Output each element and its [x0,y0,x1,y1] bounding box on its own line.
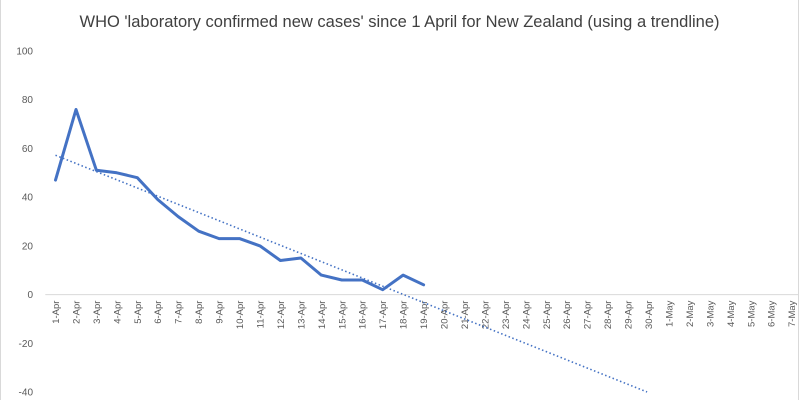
series-line [54,108,426,292]
x-tick-label: 7-Apr [174,301,185,324]
x-tick-label: 1-Apr [51,301,62,324]
x-tick-label: 6-Apr [153,301,164,324]
x-tick-label: 7-May [787,300,798,327]
x-tick-label: 26-Apr [562,301,573,330]
x-tick-label: 22-Apr [480,301,491,330]
x-tick-label: 2-Apr [71,301,82,324]
x-tick-label: 10-Apr [235,301,246,330]
y-axis-ticks: 100 80 60 40 20 0 -20 -40 [16,47,33,399]
x-tick-label: 2-May [685,300,696,327]
x-tick-label: 4-May [726,300,737,327]
x-tick-label: 14-Apr [317,301,328,330]
x-tick-label: 20-Apr [440,301,451,330]
x-tick-label: 3-Apr [92,301,103,324]
x-tick-label: 27-Apr [583,301,594,330]
y-tick-label: 0 [27,290,33,301]
x-tick-label: 29-Apr [624,301,635,330]
x-tick-label: 12-Apr [276,301,287,330]
y-tick-label: -40 [19,388,34,399]
y-tick-label: 100 [16,47,33,58]
chart-title: WHO 'laboratory confirmed new cases' sin… [79,13,720,31]
x-tick-label: 17-Apr [378,301,389,330]
x-tick-label: 28-Apr [603,301,614,330]
y-tick-label: 20 [22,241,34,252]
x-tick-label: 23-Apr [501,301,512,330]
x-tick-label: 6-May [767,300,778,327]
x-tick-label: 4-Apr [112,301,123,324]
x-tick-label: 30-Apr [644,301,655,330]
x-tick-label: 1-May [665,300,676,327]
x-tick-label: 8-Apr [194,301,205,324]
x-tick-label: 19-Apr [419,301,430,330]
x-axis-ticks: 1-Apr 2-Apr 3-Apr 4-Apr 5-Apr 6-Apr 7-Apr 8-Apr… [51,300,798,330]
x-tick-label: 13-Apr [296,301,307,330]
y-tick-label: 80 [22,95,34,106]
trendline [55,154,648,393]
x-tick-label: 18-Apr [399,301,410,330]
x-tick-label: 15-Apr [337,301,348,330]
x-tick-label: 3-May [705,300,716,327]
y-tick-label: -20 [19,339,34,350]
x-tick-label: 5-May [746,300,757,327]
y-tick-label: 60 [22,144,34,155]
x-tick-label: 21-Apr [460,301,471,330]
x-tick-label: 9-Apr [215,301,226,324]
x-tick-label: 16-Apr [358,301,369,330]
x-tick-label: 5-Apr [133,301,144,324]
x-tick-label: 25-Apr [542,301,553,330]
x-tick-label: 11-Apr [256,301,267,329]
x-tick-label: 24-Apr [521,301,532,330]
y-tick-label: 40 [22,193,34,204]
